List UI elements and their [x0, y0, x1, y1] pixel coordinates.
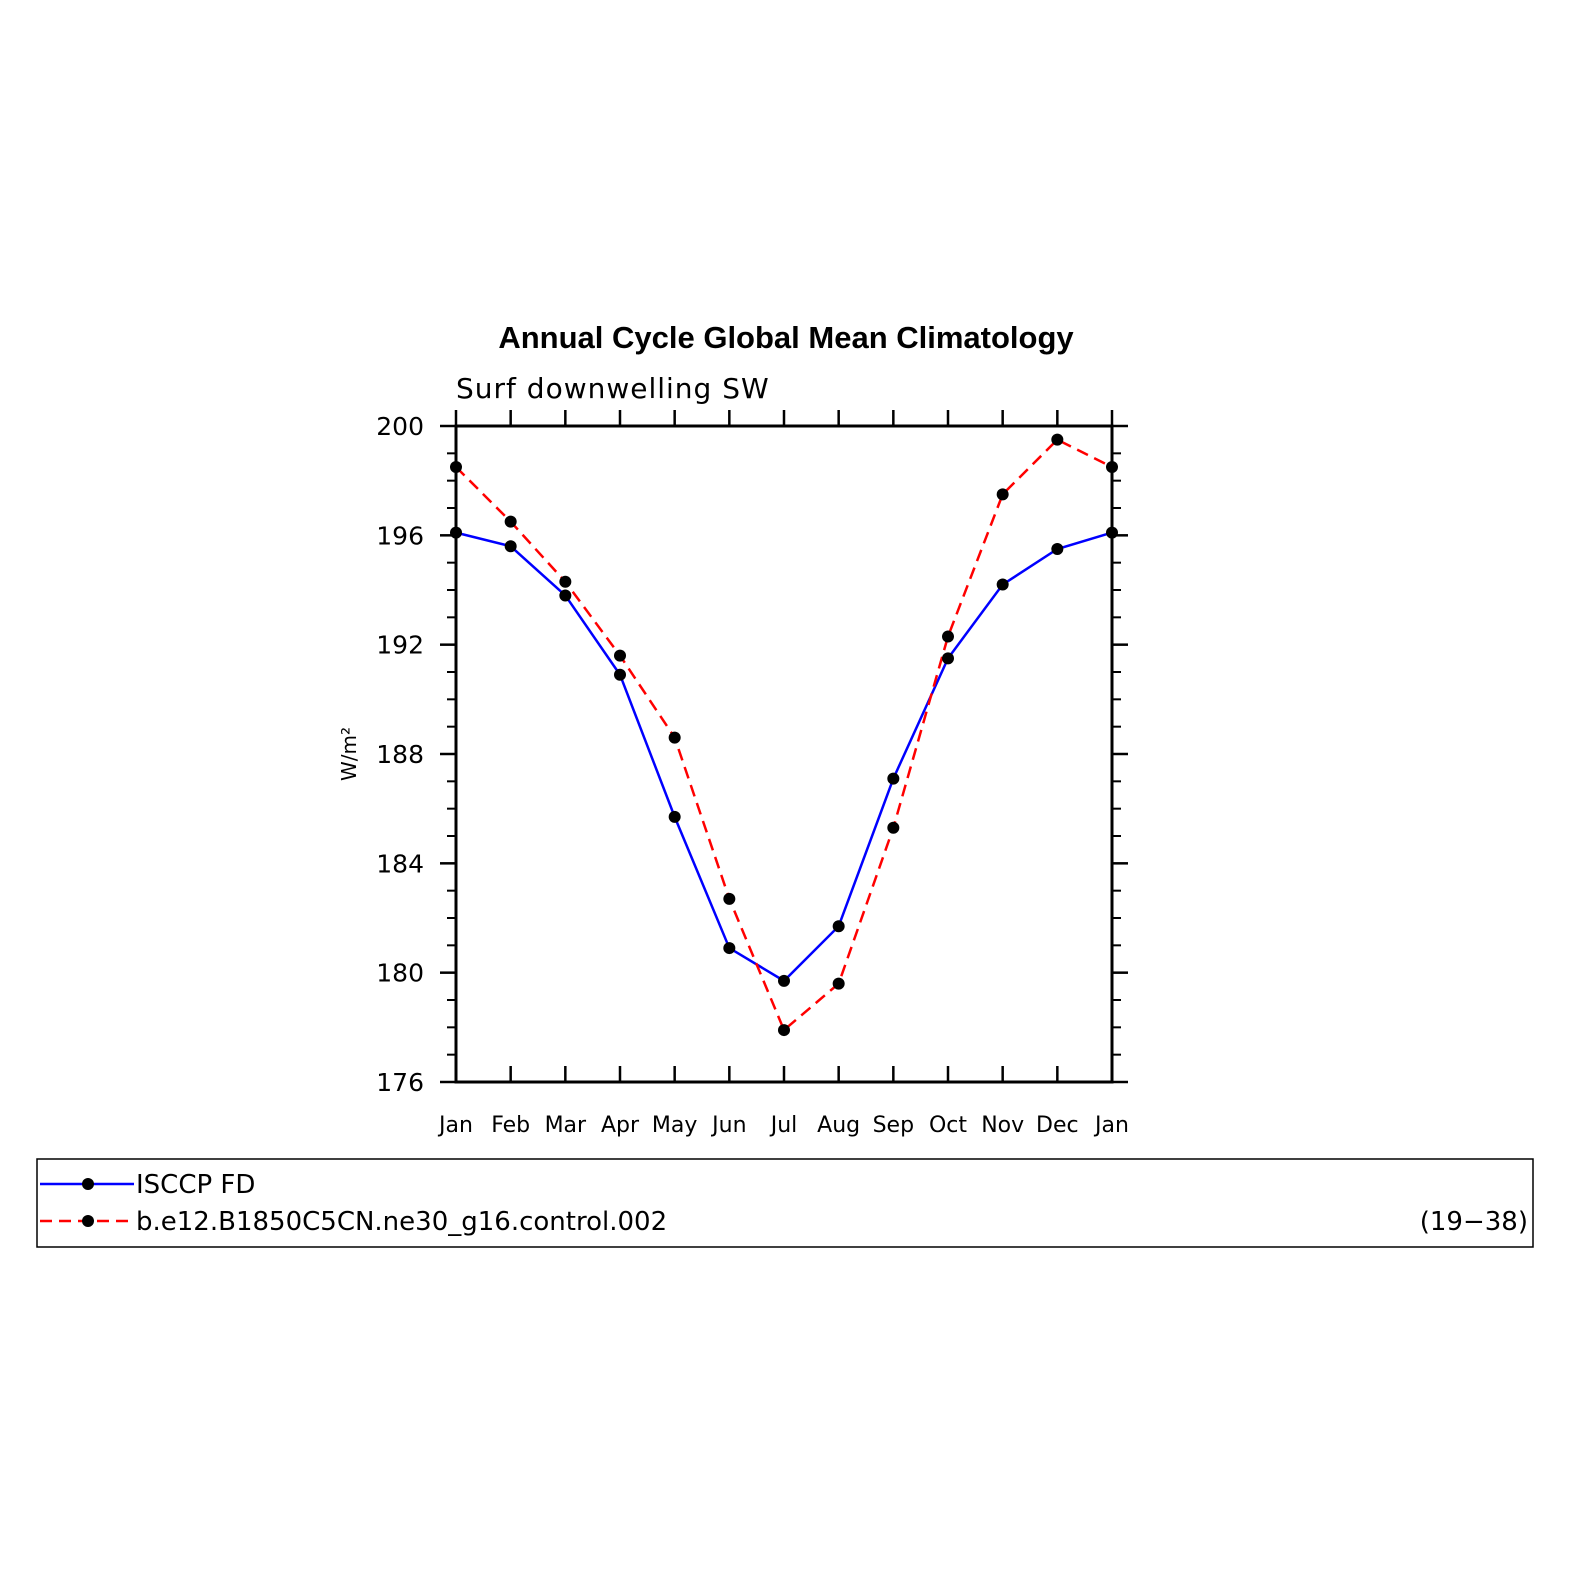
x-tick-label: Dec — [1036, 1113, 1079, 1138]
y-tick-label: 180 — [376, 959, 424, 988]
legend-marker-model — [82, 1215, 94, 1227]
x-tick-label: Nov — [981, 1113, 1024, 1138]
series-point-0 — [832, 920, 845, 933]
y-axis-label: W/m² — [337, 727, 361, 781]
series-point-0 — [504, 540, 517, 553]
legend: ISCCP FD b.e12.B1850C5CN.ne30_g16.contro… — [36, 1158, 1534, 1248]
series-point-1 — [887, 821, 900, 834]
series-point-0 — [668, 810, 681, 823]
series-point-0 — [559, 589, 572, 602]
series-point-0 — [887, 772, 900, 785]
y-tick-label: 192 — [376, 631, 424, 660]
series-line-0 — [455, 531, 1113, 983]
chart-subtitle: Surf downwelling SW — [456, 372, 770, 405]
series-point-1 — [614, 649, 626, 662]
plot-frame — [454, 424, 1114, 1084]
series-point-1 — [942, 630, 954, 643]
legend-label-isccp: ISCCP FD — [136, 1170, 255, 1200]
series-point-0 — [723, 942, 736, 955]
x-tick-label: Jan — [1093, 1113, 1129, 1138]
x-tick-label: Jan — [437, 1113, 473, 1138]
series-point-1 — [778, 1024, 790, 1037]
series-point-1 — [832, 977, 845, 990]
series-point-1 — [504, 515, 517, 528]
chart-title: Annual Cycle Global Mean Climatology — [498, 320, 1074, 355]
y-tick-label: 184 — [376, 849, 424, 878]
series-point-1 — [996, 488, 1009, 501]
legend-marker-isccp — [82, 1178, 94, 1190]
series-point-1 — [1051, 433, 1064, 446]
y-tick-label: 196 — [376, 521, 424, 550]
x-tick-label: Mar — [545, 1113, 587, 1138]
series-point-1 — [559, 575, 572, 588]
series-point-0 — [942, 652, 954, 665]
x-tick-label: Oct — [929, 1113, 967, 1138]
y-tick-label: 188 — [376, 740, 424, 769]
series-point-0 — [778, 974, 790, 987]
x-tick-label: Jun — [710, 1113, 746, 1138]
series-line-1 — [455, 438, 1113, 1033]
x-tick-label: Sep — [873, 1113, 914, 1138]
series-points — [450, 433, 1118, 1037]
series-point-0 — [614, 668, 626, 681]
series-lines — [455, 438, 1113, 1033]
x-tick-label: Feb — [491, 1113, 530, 1138]
series-point-0 — [996, 578, 1009, 591]
x-tick-label: Jul — [769, 1113, 798, 1138]
legend-box — [36, 1158, 1534, 1248]
y-tick-label: 200 — [376, 412, 424, 441]
series-point-1 — [668, 731, 681, 744]
series-point-0 — [1051, 543, 1064, 555]
legend-label-model: b.e12.B1850C5CN.ne30_g16.control.002 — [136, 1207, 667, 1237]
x-tick-label: May — [652, 1113, 697, 1138]
series-point-1 — [723, 892, 736, 905]
legend-annotation-model: (19−38) — [1420, 1207, 1528, 1237]
y-tick-label: 176 — [376, 1068, 424, 1097]
x-tick-label: Apr — [601, 1113, 640, 1138]
tick-labels: Jan Feb Mar Apr May Jun Jul Aug Sep Oct Nov Dec Jan 1… — [376, 412, 1129, 1138]
x-tick-label: Aug — [817, 1113, 860, 1138]
